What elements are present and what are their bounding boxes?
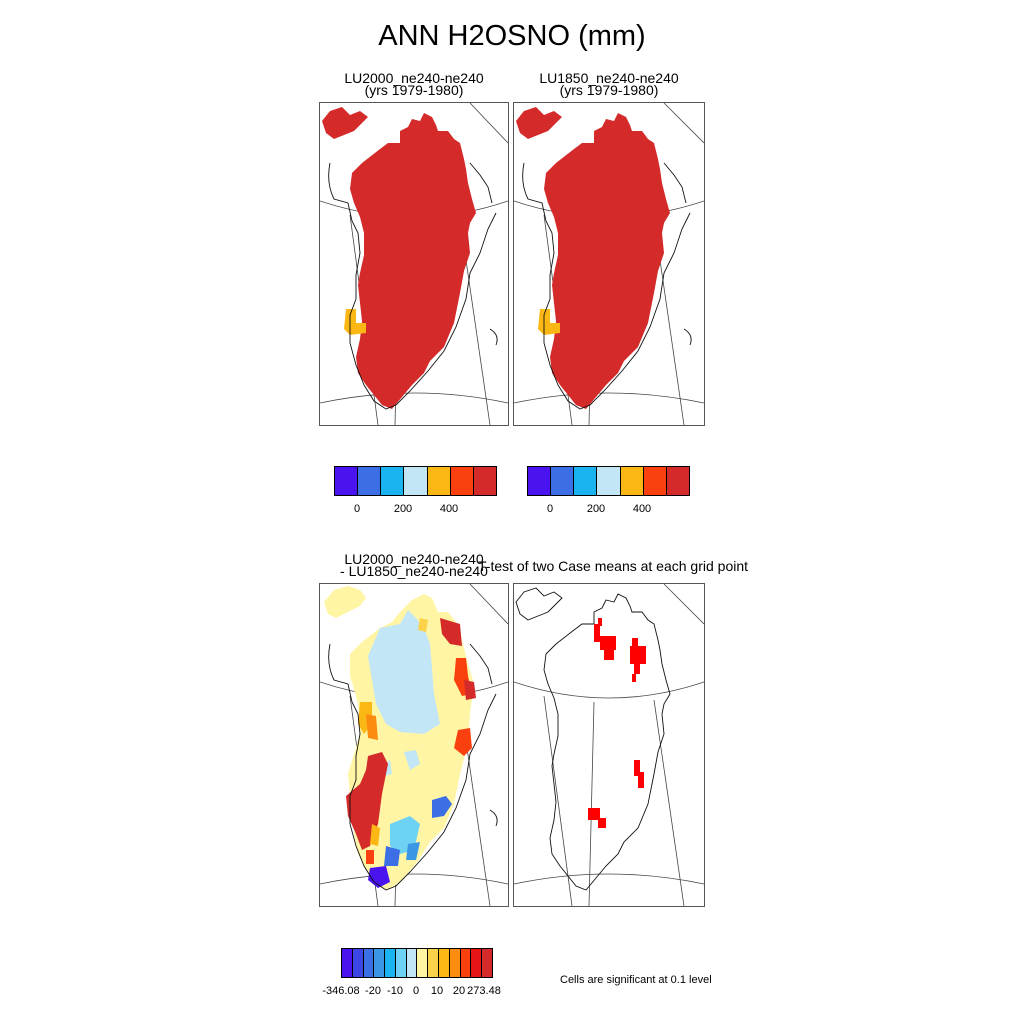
cb3-swatch-6 bbox=[406, 949, 418, 977]
cb3-swatch-12 bbox=[471, 949, 483, 977]
cb3-label-6: 273.48 bbox=[467, 985, 501, 997]
cb2-swatch-6 bbox=[666, 467, 689, 495]
cb3-label-4: 10 bbox=[430, 985, 444, 997]
significant-cells bbox=[588, 618, 646, 828]
cb2-swatch-2 bbox=[574, 467, 598, 495]
cb1-label-1: 200 bbox=[393, 503, 413, 515]
cb2-swatch-0 bbox=[528, 467, 552, 495]
cb1-label-2: 400 bbox=[439, 503, 459, 515]
panel1-title-line2: (yrs 1979-1980) bbox=[364, 82, 464, 98]
cb1-swatch-4 bbox=[427, 467, 451, 495]
map-panel-ttest bbox=[513, 583, 705, 907]
cb3-swatch-9 bbox=[439, 949, 450, 977]
colorbar-top-left bbox=[334, 466, 497, 496]
coastline bbox=[522, 162, 692, 410]
cb3-swatch-4 bbox=[385, 949, 396, 977]
cb1-swatch-5 bbox=[450, 467, 474, 495]
colorbar-difference bbox=[341, 948, 493, 978]
cb1-swatch-2 bbox=[381, 467, 405, 495]
cb2-swatch-3 bbox=[597, 467, 621, 495]
cb2-label-2: 400 bbox=[632, 503, 652, 515]
cb1-swatch-0 bbox=[335, 467, 359, 495]
panel3-title-line2: - LU1850_ne240-ne240 bbox=[340, 563, 488, 579]
panel2-title-line1: LU1850_ne240-ne240 bbox=[539, 70, 679, 86]
cb3-label-5: 20 bbox=[452, 985, 466, 997]
cb3-swatch-1 bbox=[352, 949, 364, 977]
significance-note: Cells are significant at 0.1 level bbox=[560, 974, 712, 986]
cb3-swatch-10 bbox=[449, 949, 461, 977]
cb3-swatch-5 bbox=[395, 949, 407, 977]
coastline bbox=[328, 643, 498, 891]
cb3-swatch-8 bbox=[428, 949, 440, 977]
cb2-swatch-5 bbox=[643, 467, 667, 495]
coastline bbox=[328, 162, 498, 410]
colorbar-top-right bbox=[527, 466, 690, 496]
cb3-swatch-3 bbox=[374, 949, 386, 977]
cb3-label-0: -346.08 bbox=[322, 985, 360, 997]
panel4-title: T-test of two Case means at each grid po… bbox=[478, 558, 749, 574]
cb2-label-1: 200 bbox=[586, 503, 606, 515]
cb1-swatch-1 bbox=[358, 467, 382, 495]
panel3-title: LU2000_ne240-ne240 - LU1850_ne240-ne240 bbox=[320, 551, 508, 579]
cb2-label-0: 0 bbox=[546, 503, 554, 515]
cb3-swatch-2 bbox=[363, 949, 375, 977]
panel1-title-line1: LU2000_ne240-ne240 bbox=[344, 70, 484, 86]
cb3-swatch-13 bbox=[482, 949, 492, 977]
greenland-outline bbox=[515, 587, 671, 891]
greenland-field bbox=[516, 107, 670, 409]
main-title: ANN H2OSNO (mm) bbox=[378, 20, 646, 52]
cb3-swatch-7 bbox=[417, 949, 429, 977]
panel2-title: LU1850_ne240-ne240 (yrs 1979-1980) bbox=[514, 70, 704, 98]
cb3-label-3: 0 bbox=[412, 985, 420, 997]
cb2-swatch-1 bbox=[551, 467, 575, 495]
cb1-swatch-3 bbox=[404, 467, 428, 495]
difference-field bbox=[324, 586, 476, 890]
cb1-label-0: 0 bbox=[353, 503, 361, 515]
panel2-title-line2: (yrs 1979-1980) bbox=[559, 82, 659, 98]
cb3-label-2: -10 bbox=[387, 985, 403, 997]
map-panel-lu1850 bbox=[513, 102, 705, 426]
greenland-field bbox=[322, 107, 476, 409]
cb3-swatch-11 bbox=[460, 949, 472, 977]
cb3-label-1: -20 bbox=[365, 985, 381, 997]
panel1-title: LU2000_ne240-ne240 (yrs 1979-1980) bbox=[320, 70, 508, 98]
map-panel-difference bbox=[319, 583, 509, 907]
cb1-swatch-6 bbox=[473, 467, 496, 495]
graticule-lines bbox=[514, 584, 704, 906]
cb3-swatch-0 bbox=[342, 949, 353, 977]
map-panel-lu2000 bbox=[319, 102, 509, 426]
cb2-swatch-4 bbox=[620, 467, 644, 495]
panel3-title-line1: LU2000_ne240-ne240 bbox=[344, 551, 484, 567]
